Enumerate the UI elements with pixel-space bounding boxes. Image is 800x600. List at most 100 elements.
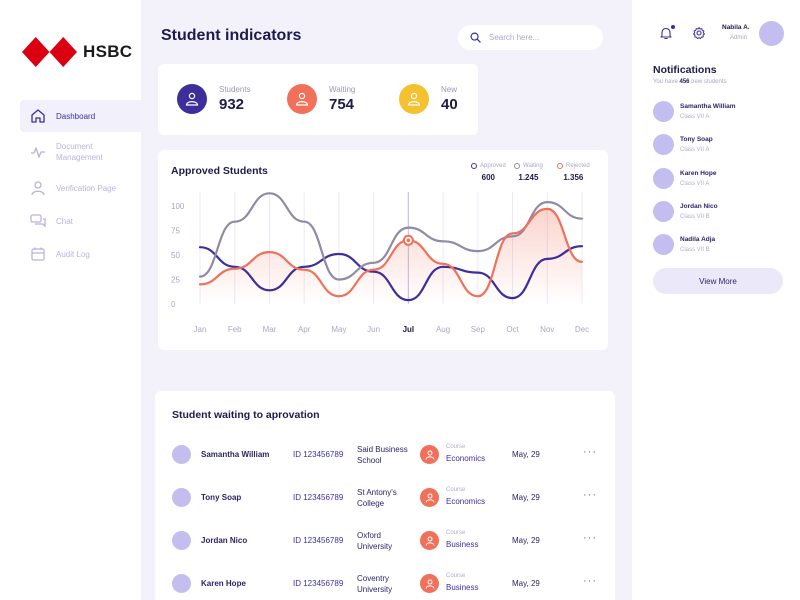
search-icon[interactable] [470, 32, 481, 43]
user-role: Admin [730, 35, 748, 41]
x-tick-label: Jun [367, 325, 380, 334]
sidebar-item-document-management[interactable]: Document Management [20, 133, 141, 171]
student-name: Samantha William [201, 450, 270, 459]
student-badge-icon [177, 84, 207, 114]
page-title: Student indicators [161, 27, 302, 44]
view-more-button[interactable]: View More [653, 268, 783, 294]
sidebar-nav: Dashboard Document Management Verificati… [20, 100, 141, 271]
search-input[interactable] [489, 33, 589, 42]
sidebar-item-dashboard[interactable]: Dashboard [20, 100, 141, 132]
y-tick-label: 75 [171, 227, 180, 236]
student-id: ID 123456789 [293, 536, 344, 545]
notification-item[interactable]: Tony Soap Class VII A [653, 134, 793, 156]
x-tick-label: Jul [403, 325, 415, 334]
x-tick-label: Oct [506, 325, 519, 334]
more-options-icon[interactable]: ··· [583, 489, 597, 501]
series-line-waiting [198, 192, 584, 281]
search-bar[interactable] [458, 25, 603, 50]
x-tick-label: Mar [263, 325, 277, 334]
notifications-title: Notifications [653, 64, 717, 76]
table-row[interactable]: Jordan Nico ID 123456789 Oxford Universi… [155, 526, 615, 556]
highlight-point-core [406, 238, 411, 243]
student-name: Jordan Nico [201, 536, 248, 545]
gear-icon[interactable] [692, 26, 706, 40]
x-tick-label: Nov [540, 325, 554, 334]
brand-logo[interactable]: HSBC [22, 37, 132, 67]
sidebar-item-verification-page[interactable]: Verification Page [20, 172, 141, 204]
notification-name: Karen Hope [680, 170, 717, 177]
course-user-icon [420, 445, 439, 464]
notification-class: Class VII A [680, 181, 710, 187]
course-label: Course [446, 530, 466, 536]
notification-item[interactable]: Karen Hope Class VII A [653, 168, 793, 190]
course-label: Course [446, 487, 466, 493]
course-label: Course [446, 573, 466, 579]
legend-rejected[interactable]: Rejected 1.356 [557, 163, 590, 182]
stats-card: Students 932 Waiting 754 New 40 [158, 64, 478, 135]
chat-icon [30, 214, 46, 228]
y-tick-label: 50 [171, 251, 180, 260]
more-options-icon[interactable]: ··· [583, 532, 597, 544]
student-badge-icon [287, 84, 317, 114]
course-value: Business [446, 540, 479, 549]
x-tick-label: Feb [228, 325, 242, 334]
request-date: May, 29 [512, 450, 540, 459]
home-icon [31, 109, 45, 123]
approved-students-chart[interactable]: 0 25 50 75 100 Jan Feb Mar Apr May Jun Jul Aug Sep Oct… [158, 150, 608, 350]
legend-approved[interactable]: Approved 600 [471, 163, 506, 182]
course-user-icon [420, 531, 439, 550]
stat-label: Students [219, 85, 251, 94]
legend-dot-icon [557, 163, 563, 169]
stat-students: Students 932 [177, 84, 251, 114]
student-name: Tony Soap [201, 493, 242, 502]
legend-label: Approved [480, 163, 506, 169]
table-row[interactable]: Karen Hope ID 123456789 Coventry Univers… [155, 569, 615, 599]
sidebar-item-chat[interactable]: Chat [20, 205, 141, 237]
avatar [172, 445, 191, 464]
user-avatar[interactable] [759, 21, 784, 46]
stat-waiting: Waiting 754 [287, 84, 355, 114]
student-id: ID 123456789 [293, 493, 344, 502]
bell-icon[interactable] [659, 26, 673, 40]
notification-dot [671, 25, 675, 29]
student-badge-icon [399, 84, 429, 114]
avatar [172, 488, 191, 507]
more-options-icon[interactable]: ··· [583, 575, 597, 587]
stat-label: New [441, 85, 458, 94]
y-tick-label: 25 [171, 276, 180, 285]
legend-dot-icon [471, 163, 477, 169]
student-name: Karen Hope [201, 579, 246, 588]
legend-value: 600 [481, 173, 496, 182]
notification-class: Class VII B [680, 214, 710, 220]
avatar [172, 574, 191, 593]
notification-item[interactable]: Nadila Adja Class VII B [653, 234, 793, 256]
x-tick-label: Dec [575, 325, 589, 334]
notification-item[interactable]: Jordan Nico Class VII B [653, 201, 793, 223]
sidebar: HSBC Dashboard Document Management Verif… [0, 0, 141, 600]
more-options-icon[interactable]: ··· [583, 446, 597, 458]
user-icon [31, 181, 45, 196]
right-panel: Nabila A. Admin Notifications You have 4… [632, 0, 800, 600]
notification-item[interactable]: Samantha William Class VII A [653, 101, 793, 123]
x-tick-label: Apr [298, 325, 311, 334]
sidebar-item-label: Chat [56, 216, 73, 226]
table-row[interactable]: Tony Soap ID 123456789 St Antony's Colle… [155, 483, 615, 513]
waiting-title: Student waiting to aprovation [172, 409, 320, 421]
student-school: St Antony's College [357, 488, 397, 508]
legend-waiting[interactable]: Waiting 1.245 [514, 163, 543, 182]
course-value: Economics [446, 497, 486, 506]
sidebar-item-label: Verification Page [56, 183, 117, 193]
legend-label: Rejected [566, 163, 590, 169]
sidebar-item-label: Document Management [56, 142, 103, 162]
user-name: Nabila A. [722, 24, 750, 31]
avatar [653, 201, 674, 222]
course-label: Course [446, 444, 466, 450]
request-date: May, 29 [512, 579, 540, 588]
table-row[interactable]: Samantha William ID 123456789 Said Busin… [155, 440, 615, 470]
sidebar-item-label: Audit Log [56, 249, 90, 259]
student-school: Coventry University [357, 574, 393, 594]
brand-name: HSBC [83, 42, 133, 61]
avatar [653, 168, 674, 189]
notification-class: Class VII A [680, 114, 710, 120]
sidebar-item-audit-log[interactable]: Audit Log [20, 238, 141, 270]
